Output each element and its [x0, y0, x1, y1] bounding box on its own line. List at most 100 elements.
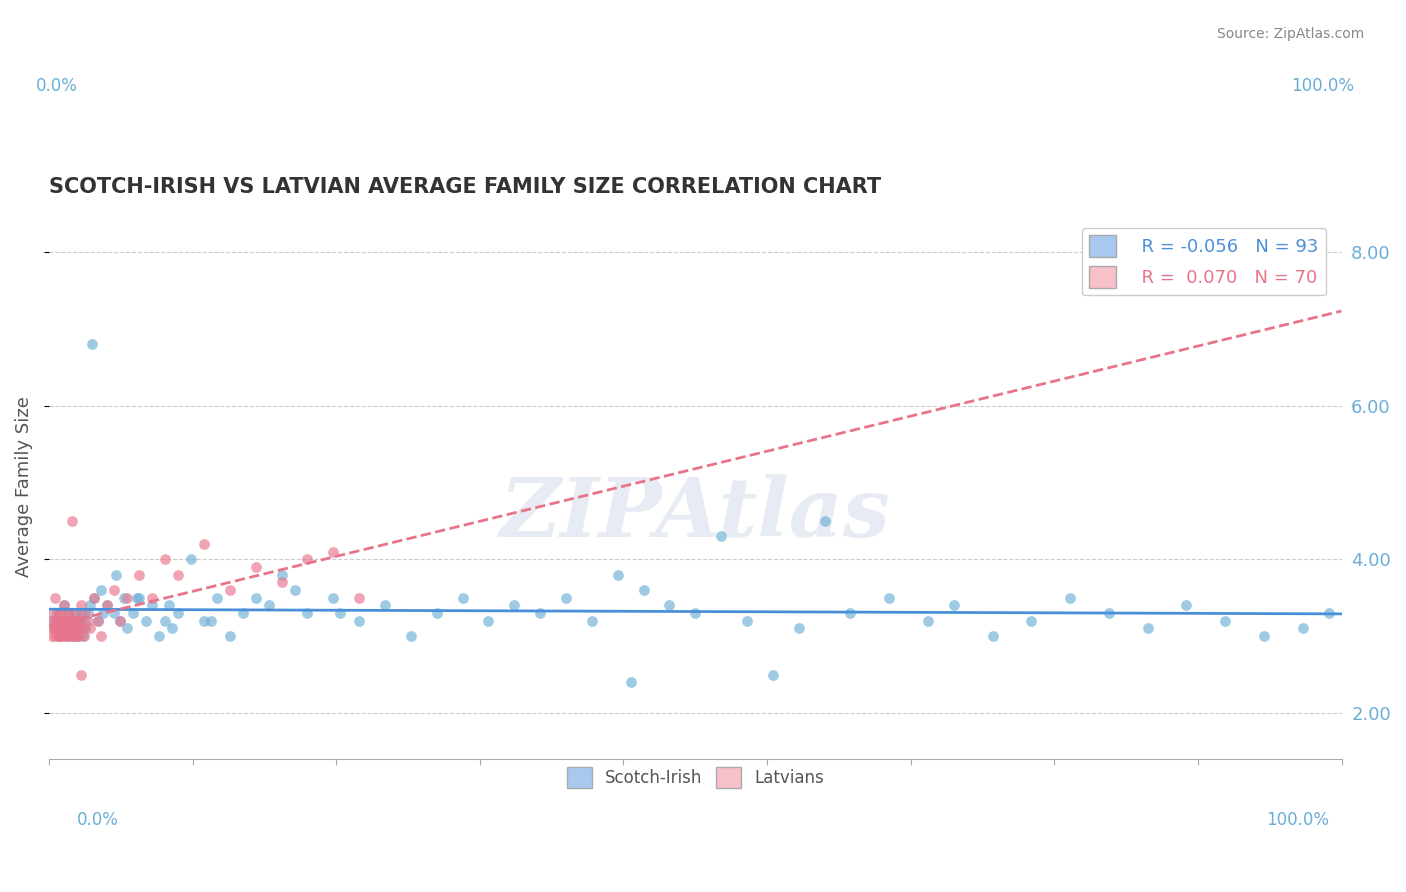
Point: [62, 629, 84, 643]
Point: [477, 614, 499, 628]
Point: [155, 614, 177, 628]
Point: [63, 614, 86, 628]
Point: [374, 599, 396, 613]
Point: [1098, 606, 1121, 620]
Point: [633, 582, 655, 597]
Point: [917, 614, 939, 628]
Point: [73, 629, 96, 643]
Point: [105, 567, 128, 582]
Point: [53, 614, 76, 628]
Point: [257, 599, 280, 613]
Point: [193, 614, 215, 628]
Point: [56, 629, 79, 643]
Point: [79, 599, 101, 613]
Point: [66, 621, 89, 635]
Point: [232, 606, 254, 620]
Point: [48, 606, 70, 620]
Point: [942, 599, 965, 613]
Point: [60, 629, 83, 643]
Point: [42, 614, 65, 628]
Text: ZIPAtlas: ZIPAtlas: [499, 474, 890, 554]
Point: [53, 599, 76, 613]
Point: [219, 629, 242, 643]
Point: [322, 591, 344, 605]
Point: [128, 591, 150, 605]
Point: [90, 629, 112, 643]
Point: [72, 629, 94, 643]
Point: [122, 606, 145, 620]
Point: [1253, 629, 1275, 643]
Point: [245, 591, 267, 605]
Point: [44, 591, 66, 605]
Point: [51, 629, 73, 643]
Point: [58, 606, 80, 620]
Point: [59, 614, 82, 628]
Point: [1213, 614, 1236, 628]
Point: [60, 621, 83, 635]
Point: [103, 606, 125, 620]
Point: [155, 552, 177, 566]
Point: [83, 591, 105, 605]
Point: [125, 591, 148, 605]
Y-axis label: Average Family Size: Average Family Size: [15, 396, 32, 577]
Point: [48, 606, 70, 620]
Point: [1059, 591, 1081, 605]
Point: [620, 675, 643, 690]
Point: [581, 614, 603, 628]
Point: [205, 591, 228, 605]
Point: [52, 629, 75, 643]
Point: [59, 614, 82, 628]
Point: [69, 614, 91, 628]
Point: [73, 614, 96, 628]
Point: [96, 599, 118, 613]
Point: [59, 621, 82, 635]
Point: [108, 614, 131, 628]
Point: [62, 621, 84, 635]
Point: [39, 614, 62, 628]
Point: [135, 614, 157, 628]
Point: [63, 614, 86, 628]
Point: [96, 599, 118, 613]
Point: [69, 667, 91, 681]
Point: [65, 614, 87, 628]
Point: [115, 591, 138, 605]
Point: [839, 606, 862, 620]
Point: [56, 629, 79, 643]
Point: [108, 614, 131, 628]
Point: [270, 567, 292, 582]
Point: [70, 606, 93, 620]
Point: [735, 614, 758, 628]
Point: [347, 614, 370, 628]
Point: [347, 591, 370, 605]
Point: [141, 591, 163, 605]
Point: [52, 621, 75, 635]
Point: [72, 621, 94, 635]
Point: [115, 621, 138, 635]
Point: [219, 582, 242, 597]
Point: [1317, 606, 1340, 620]
Point: [80, 337, 103, 351]
Point: [51, 614, 73, 628]
Point: [76, 606, 98, 620]
Point: [813, 514, 835, 528]
Point: [1021, 614, 1043, 628]
Point: [399, 629, 422, 643]
Point: [51, 621, 73, 635]
Point: [87, 614, 110, 628]
Point: [65, 621, 87, 635]
Point: [284, 582, 307, 597]
Point: [90, 582, 112, 597]
Point: [426, 606, 449, 620]
Point: [167, 567, 190, 582]
Text: SCOTCH-IRISH VS LATVIAN AVERAGE FAMILY SIZE CORRELATION CHART: SCOTCH-IRISH VS LATVIAN AVERAGE FAMILY S…: [49, 177, 882, 196]
Point: [66, 629, 89, 643]
Point: [59, 614, 82, 628]
Point: [49, 629, 72, 643]
Point: [200, 614, 222, 628]
Point: [555, 591, 578, 605]
Point: [45, 614, 67, 628]
Point: [55, 614, 77, 628]
Point: [45, 614, 67, 628]
Point: [787, 621, 810, 635]
Point: [44, 629, 66, 643]
